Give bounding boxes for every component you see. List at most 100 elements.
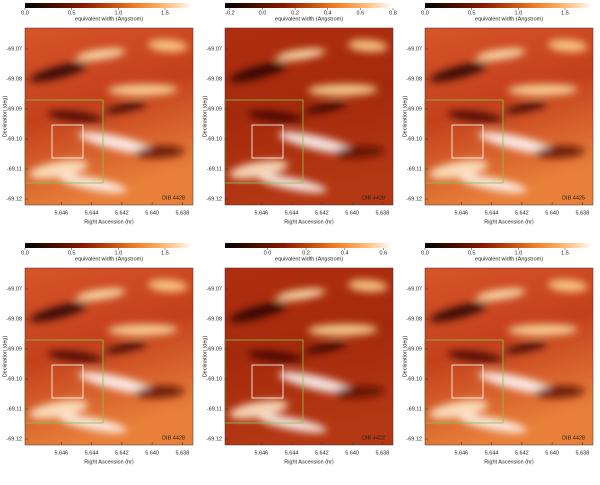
inner-region <box>251 364 284 399</box>
annotation: DIB 4422 <box>362 435 385 441</box>
x-tick-label: 5.640 <box>145 450 159 456</box>
panel: -0.2 0.0 0.2 0.4 0.6 0.8 equivalent width (Ang… <box>202 3 397 225</box>
plot-frame <box>24 27 194 206</box>
y-tick-label: -69.12 <box>406 196 422 202</box>
x-tick-label: 5.642 <box>315 210 329 216</box>
x-tick-label: 5.638 <box>176 210 190 216</box>
panel: 0.0 0.5 1.0 1.5 equivalent width (Angstrom) -… <box>402 243 594 465</box>
y-tick-label: -69.11 <box>207 166 222 172</box>
annotation: DIB 4428 <box>162 195 185 201</box>
x-tick-label: 5.644 <box>285 210 299 216</box>
y-tick-label: -69.10 <box>6 136 22 142</box>
inner-region <box>251 124 284 159</box>
texture-blob <box>307 83 378 96</box>
inner-region <box>451 364 484 399</box>
texture-blob <box>347 279 388 292</box>
x-tick-label: 5.640 <box>145 210 159 216</box>
x-tick-label: 5.642 <box>515 210 529 216</box>
texture-blob <box>507 323 578 336</box>
texture-blob <box>57 414 127 433</box>
texture-blob <box>307 323 378 336</box>
y-tick-label: -69.07 <box>6 286 22 292</box>
colorbar-tick-label: 0.0 <box>264 250 272 256</box>
y-axis-label: Declination (deg) <box>2 336 8 378</box>
y-tick-label: -69.11 <box>407 166 422 172</box>
texture-blob <box>304 341 348 354</box>
texture-blob <box>275 288 326 301</box>
texture-blob <box>429 62 488 82</box>
x-tick-label: 5.644 <box>285 450 299 456</box>
inner-region <box>51 124 84 159</box>
plot-frame <box>24 267 194 446</box>
texture-blob <box>257 414 327 433</box>
x-tick-label: 5.640 <box>345 210 359 216</box>
texture-blob <box>475 288 526 301</box>
colorbar-tick-label: 0.0 <box>259 10 267 16</box>
colorbar-tick-label: 0.0 <box>21 10 29 16</box>
texture-blob <box>229 160 289 180</box>
plot-frame <box>224 27 394 206</box>
colorbar-tick-label: 0.5 <box>468 250 476 256</box>
colorbar-tick-label: 0.5 <box>68 250 76 256</box>
texture-blob <box>334 385 385 399</box>
texture-blob <box>547 39 588 52</box>
texture-blob <box>47 350 104 363</box>
x-tick-label: 5.638 <box>576 450 590 456</box>
y-tick-label: -69.08 <box>406 316 422 322</box>
x-tick-label: 5.646 <box>54 210 68 216</box>
y-tick-label: -69.09 <box>406 346 422 352</box>
panel: 0.0 0.5 1.0 1.5 equivalent width (Angstrom) -… <box>2 3 194 225</box>
y-tick-label: -69.12 <box>206 196 222 202</box>
x-tick-label: 5.646 <box>54 450 68 456</box>
x-axis-label: Right Ascension (hr) <box>484 219 534 225</box>
x-tick-label: 5.646 <box>454 210 468 216</box>
texture-blob <box>275 48 326 61</box>
y-tick-label: -69.12 <box>406 436 422 442</box>
map-texture <box>429 279 588 433</box>
texture-blob <box>78 131 157 155</box>
y-axis-label: Declination (deg) <box>2 96 8 138</box>
annotation: DIB 4425 <box>562 195 585 201</box>
y-tick-label: -69.11 <box>207 406 222 412</box>
colorbar-tick-label: 1.0 <box>115 250 123 256</box>
panel: 0.0 0.2 0.4 0.6 equivalent width (Angstrom) -… <box>202 243 394 465</box>
y-tick-label: -69.08 <box>6 316 22 322</box>
y-tick-label: -69.10 <box>206 376 222 382</box>
y-tick-label: -69.12 <box>206 436 222 442</box>
colorbar-tick-label: 0.0 <box>21 250 29 256</box>
colorbar <box>225 3 393 8</box>
texture-blob <box>304 101 348 114</box>
texture-blob <box>447 350 504 363</box>
x-tick-label: 5.646 <box>454 450 468 456</box>
colorbar-tick-label: 0.5 <box>468 10 476 16</box>
colorbar-tick-label: 1.0 <box>115 10 123 16</box>
panel: 0.0 0.5 1.0 1.5 equivalent width (Angstrom) -… <box>402 3 594 225</box>
texture-blob <box>475 48 526 61</box>
x-tick-label: 5.644 <box>485 450 499 456</box>
texture-blob <box>29 400 89 420</box>
texture-blob <box>29 302 88 322</box>
plot-frame <box>224 267 394 446</box>
y-tick-label: -69.09 <box>6 346 22 352</box>
texture-blob <box>478 371 557 395</box>
colorbar <box>25 3 193 8</box>
y-axis-label: Declination (deg) <box>402 336 408 378</box>
x-tick-label: 5.642 <box>115 450 129 456</box>
colorbar-tick-label: 1.5 <box>561 10 569 16</box>
colorbar-tick-label: 0.5 <box>68 10 76 16</box>
y-tick-label: -69.08 <box>206 76 222 82</box>
texture-blob <box>534 145 585 159</box>
texture-blob <box>504 101 548 114</box>
texture-blob <box>257 174 327 193</box>
y-tick-label: -69.08 <box>6 76 22 82</box>
map-texture <box>29 39 188 193</box>
texture-blob <box>429 400 489 420</box>
x-axis-label: Right Ascension (hr) <box>84 459 134 465</box>
x-tick-label: 5.638 <box>376 210 390 216</box>
x-tick-label: 5.642 <box>515 450 529 456</box>
texture-blob <box>57 174 127 193</box>
texture-blob <box>504 341 548 354</box>
y-tick-label: -69.11 <box>7 406 22 412</box>
texture-blob <box>147 39 188 52</box>
texture-blob <box>107 323 178 336</box>
